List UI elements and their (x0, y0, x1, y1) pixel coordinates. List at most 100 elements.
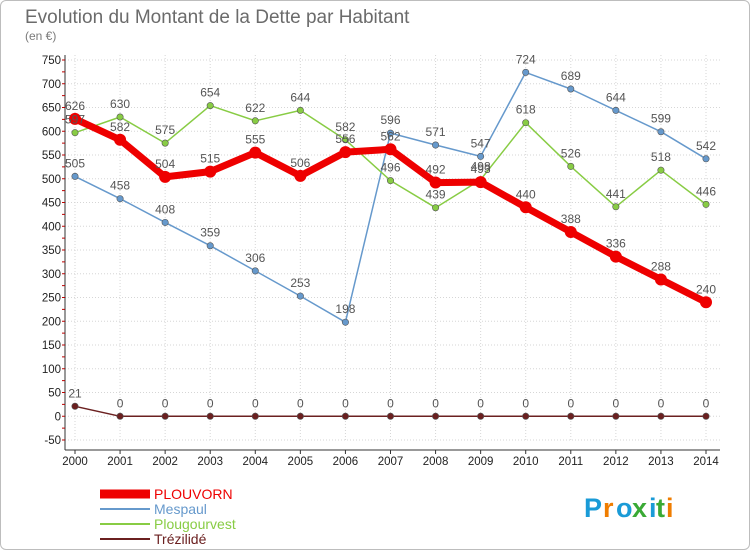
axes (62, 55, 720, 454)
data-point (609, 250, 622, 263)
data-point (657, 412, 665, 420)
data-label: 0 (613, 396, 620, 410)
data-point (161, 412, 169, 420)
x-tick-label: 2002 (152, 456, 178, 468)
data-point (657, 166, 665, 174)
data-label: 562 (380, 129, 400, 143)
data-point (477, 412, 485, 420)
x-tick-label: 2012 (603, 456, 629, 468)
y-tick-label: 300 (42, 269, 61, 281)
data-label: 555 (245, 133, 265, 147)
data-label: 288 (651, 259, 671, 273)
data-point (386, 177, 394, 185)
data-label: 0 (567, 396, 574, 410)
y-tick-label: 200 (42, 316, 61, 328)
data-point (612, 412, 620, 420)
data-label: 526 (561, 146, 581, 160)
data-label: 493 (471, 162, 491, 176)
data-point (432, 141, 440, 149)
data-point (386, 412, 394, 420)
data-label: 547 (471, 136, 491, 150)
data-label: 644 (290, 90, 310, 104)
data-label: 506 (290, 156, 310, 170)
data-label: 0 (162, 396, 169, 410)
data-label: 582 (335, 120, 355, 134)
y-tick-label: 50 (48, 388, 61, 400)
data-point (702, 155, 710, 163)
data-label: 458 (110, 179, 130, 193)
data-point (296, 412, 304, 420)
y-tick-label: 100 (42, 364, 61, 376)
data-point (567, 162, 575, 170)
data-label: 575 (155, 123, 175, 137)
x-tick-label: 2000 (62, 456, 88, 468)
data-point (204, 165, 217, 178)
legend-label: PLOUVORN (154, 486, 233, 502)
data-point (69, 112, 81, 125)
data-label: 441 (606, 187, 626, 201)
data-point (567, 412, 575, 420)
data-point (116, 195, 124, 203)
data-label: 654 (200, 86, 220, 100)
legend-label: Plougourvest (154, 516, 236, 532)
data-point (432, 204, 440, 212)
data-label: 198 (335, 302, 355, 316)
data-label: 0 (658, 396, 665, 410)
data-point (522, 412, 530, 420)
x-tick-label: 2008 (423, 456, 449, 468)
data-point (251, 412, 259, 420)
y-tick-label: 600 (42, 126, 61, 138)
x-tick-label: 2005 (288, 456, 314, 468)
data-point (567, 85, 575, 93)
data-point (249, 146, 262, 159)
data-label: 0 (117, 396, 124, 410)
data-label: 0 (387, 396, 394, 410)
logo-letter: i (649, 493, 657, 523)
data-label: 504 (155, 157, 175, 171)
data-label: 0 (297, 396, 304, 410)
data-point (116, 113, 124, 121)
data-point (251, 117, 259, 125)
chart-title: Evolution du Montant de la Dette par Hab… (25, 7, 410, 28)
data-label: 626 (65, 99, 85, 113)
x-tick-label: 2004 (242, 456, 268, 468)
logo-letter: t (656, 493, 665, 523)
series-layer (69, 68, 712, 420)
logo-letter: x (632, 493, 647, 523)
data-point (702, 200, 710, 208)
logo-letter: o (616, 493, 633, 523)
data-label: 630 (110, 97, 130, 111)
x-tick-label: 2009 (468, 456, 494, 468)
y-tick-label: 250 (42, 293, 61, 305)
logo-letter: P (584, 493, 602, 523)
data-label: 515 (200, 152, 220, 166)
x-tick-label: 2010 (513, 456, 539, 468)
data-label: 496 (380, 161, 400, 175)
data-point (564, 225, 577, 238)
data-point (700, 296, 712, 309)
data-label: 253 (290, 276, 310, 290)
data-point (339, 146, 352, 159)
x-tick-label: 2013 (648, 456, 674, 468)
data-point (161, 218, 169, 226)
data-point (206, 102, 214, 110)
data-point (161, 139, 169, 147)
tick-labels: -50 0 50 100 150 200 250 300 350 400 450 500 550 600 6… (42, 55, 720, 468)
x-tick-label: 2003 (197, 456, 223, 468)
data-label: 439 (426, 188, 446, 202)
data-point (251, 267, 259, 275)
data-point (71, 129, 79, 137)
data-label: 21 (68, 386, 82, 400)
data-label: 571 (426, 125, 446, 139)
data-point (386, 129, 394, 137)
legend-label: Trézilidé (154, 531, 207, 547)
data-point (159, 170, 172, 183)
data-label: 0 (207, 396, 214, 410)
data-point (429, 176, 442, 189)
x-tick-label: 2006 (333, 456, 359, 468)
y-tick-label: 350 (42, 245, 61, 257)
data-label: 582 (110, 120, 130, 134)
data-point (296, 292, 304, 300)
